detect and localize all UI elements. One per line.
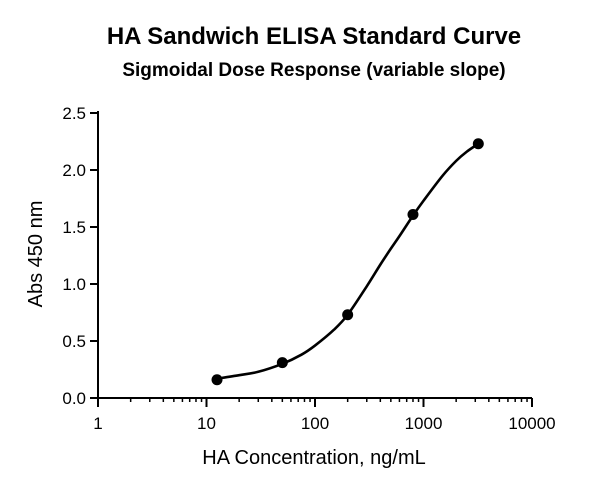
y-axis: 0.0 0.5 1.0 1.5 2.0 2.5 (62, 104, 99, 408)
x-tick-label: 1 (93, 414, 102, 433)
data-point (342, 309, 354, 321)
data-point (276, 357, 288, 369)
y-axis-label: Abs 450 nm (25, 201, 47, 308)
chart-subtitle: Sigmoidal Dose Response (variable slope) (122, 60, 505, 81)
data-points (211, 138, 484, 386)
data-point (472, 138, 484, 150)
x-axis: 1 10 100 1000 10000 (93, 397, 556, 433)
fit-curve-line (216, 142, 480, 380)
x-tick-label: 1000 (405, 414, 443, 433)
x-axis-label: HA Concentration, ng/mL (202, 447, 425, 469)
data-point (407, 208, 419, 220)
y-tick-label: 1.5 (62, 218, 86, 237)
x-tick-label: 10000 (508, 414, 555, 433)
chart-title: HA Sandwich ELISA Standard Curve (107, 23, 521, 50)
y-tick-label: 1.0 (62, 275, 86, 294)
x-tick-label: 100 (301, 414, 329, 433)
data-point (211, 374, 223, 386)
x-tick-label: 10 (197, 414, 216, 433)
y-tick-label: 2.0 (62, 161, 86, 180)
y-tick-label: 0.5 (62, 332, 86, 351)
y-tick-label: 2.5 (62, 104, 86, 123)
y-tick-label: 0.0 (62, 389, 86, 408)
